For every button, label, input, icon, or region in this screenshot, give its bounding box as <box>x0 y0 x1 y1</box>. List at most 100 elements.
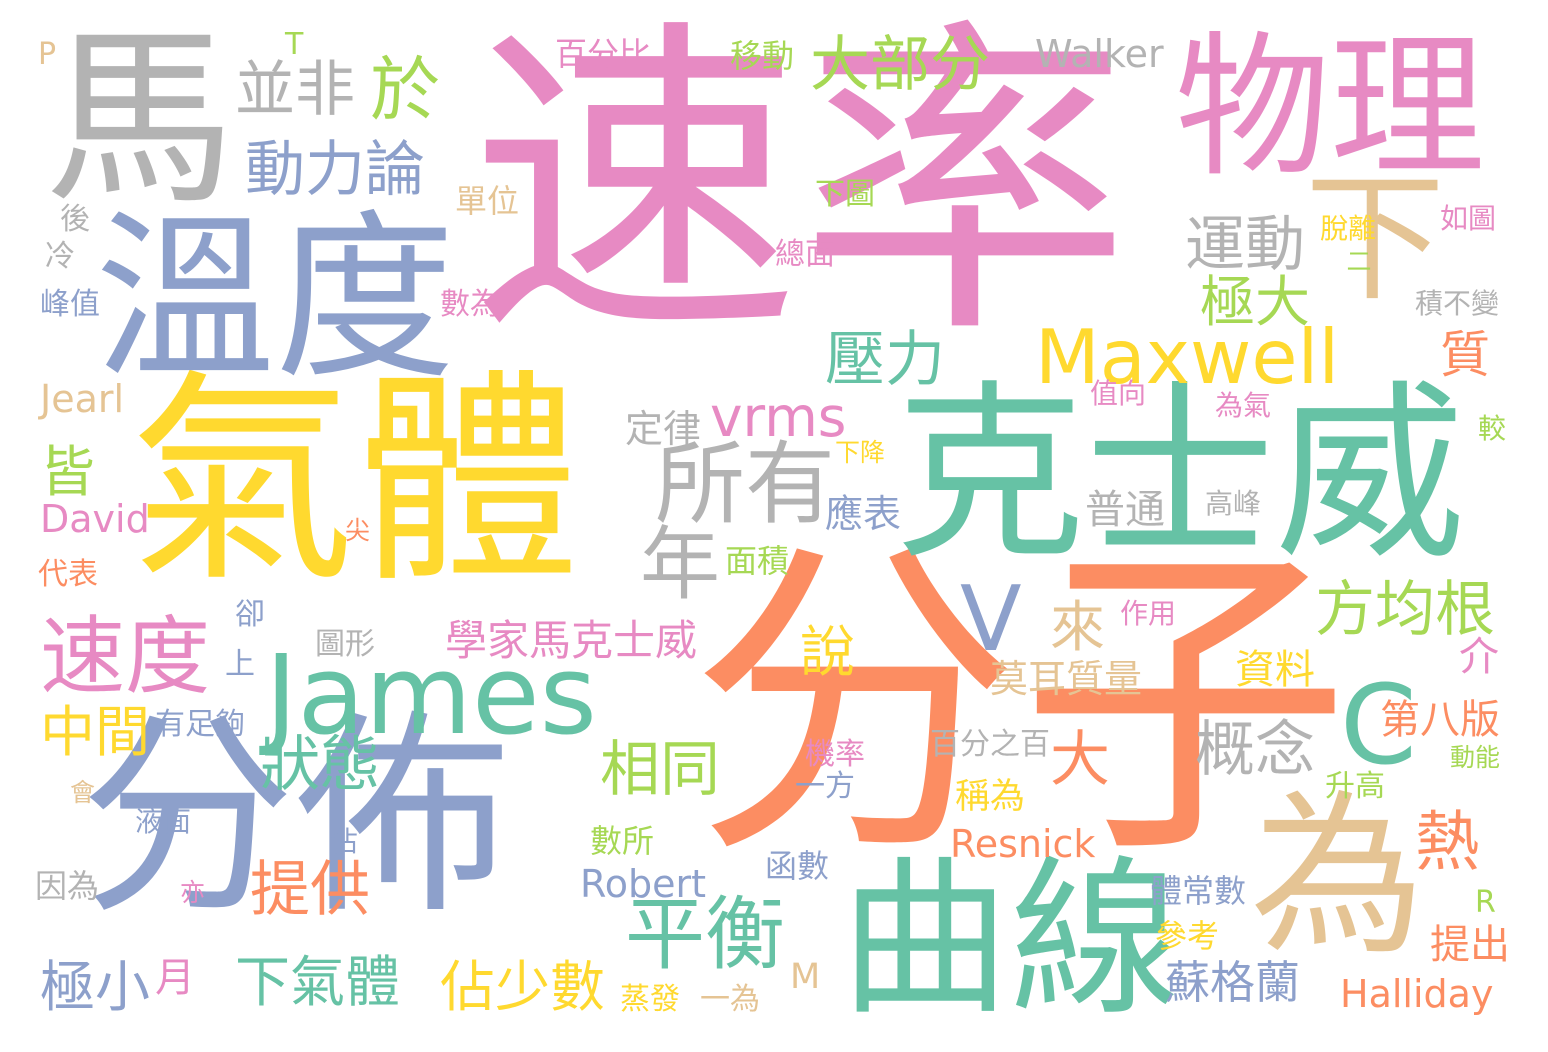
word: 介 <box>1452 635 1498 675</box>
word: 下氣體 <box>235 950 401 1014</box>
word: 後 <box>60 202 90 237</box>
word: 冷 <box>45 239 75 274</box>
word: 因為 <box>35 867 100 905</box>
word: 莫耳質量 <box>990 657 1143 701</box>
word: 一為 <box>700 982 760 1017</box>
word: 上 <box>225 647 255 682</box>
word: 蘇格蘭 <box>1165 956 1301 1009</box>
word: 下圖 <box>815 177 875 212</box>
word: 並非 <box>235 55 355 125</box>
word: 高峰 <box>1205 487 1262 520</box>
word: 大 <box>1050 725 1110 795</box>
word: 圖形 <box>315 627 375 662</box>
word: 代表 <box>38 557 98 592</box>
word: 極小 <box>40 955 151 1019</box>
word: 極大 <box>1200 270 1311 334</box>
word: 作用 <box>1120 597 1177 630</box>
word: James <box>265 631 597 759</box>
word: 峰值 <box>40 287 100 322</box>
word: 曲線 <box>840 841 1181 1039</box>
word: 分子 <box>690 513 1350 897</box>
word: 會 <box>70 778 96 807</box>
word: 有足夠 <box>155 707 245 742</box>
word: 積不變 <box>1415 287 1500 320</box>
word: 值向 <box>1090 377 1147 410</box>
word: R <box>1475 885 1496 920</box>
word: 說 <box>800 620 856 684</box>
word: 液面 <box>135 805 192 838</box>
word: V <box>960 567 1022 672</box>
word: vrms <box>710 385 847 449</box>
word: 如圖 <box>1440 202 1497 235</box>
word: 熱 <box>1415 805 1481 880</box>
word: 百分之百 <box>930 727 1050 762</box>
word: 應表 <box>825 492 902 536</box>
word: 卻 <box>235 597 265 632</box>
word: Maxwell <box>1035 313 1340 401</box>
word: 一方 <box>795 769 855 804</box>
word: 脫離 <box>1320 212 1377 245</box>
word: Halliday <box>1340 972 1494 1016</box>
word: 來 <box>1050 595 1106 659</box>
word: 質 <box>1440 326 1490 384</box>
word: 佔少數 <box>440 955 606 1019</box>
word: 月 <box>155 955 195 1001</box>
word: 馬 <box>45 9 236 230</box>
word: 較 <box>1478 412 1507 445</box>
word: 學家馬克士威 <box>445 616 698 665</box>
word: David <box>40 497 150 541</box>
word: 下降 <box>835 438 886 467</box>
word: 面積 <box>725 542 790 580</box>
word: 動力論 <box>245 135 425 205</box>
word: 參考 <box>1155 917 1220 955</box>
word: C <box>1340 661 1417 789</box>
word: 亦 <box>180 878 206 907</box>
word: 速率 <box>470 0 1130 377</box>
word: 物理 <box>1175 17 1485 198</box>
word: 普通 <box>1085 487 1165 533</box>
word: 定律 <box>625 407 702 451</box>
word: 克士威 <box>895 364 1466 585</box>
word: 體常數 <box>1150 872 1247 910</box>
word: 單位 <box>455 182 520 220</box>
word: Resnick <box>950 822 1096 866</box>
word: Robert <box>580 862 706 906</box>
word: 於 <box>370 49 440 131</box>
word: 佔 <box>330 825 359 858</box>
word: 下 <box>1305 158 1446 321</box>
word: 狀態 <box>260 730 380 800</box>
word: 函數 <box>765 847 830 885</box>
word: 為 <box>1250 776 1425 979</box>
word: Walker <box>1035 32 1164 76</box>
word: 稱為 <box>955 777 1026 817</box>
word: 移動 <box>730 37 795 75</box>
word: 為氣 <box>1215 389 1272 422</box>
word: 年 <box>640 518 720 611</box>
word: 升高 <box>1325 769 1385 804</box>
word: 所有 <box>655 432 835 537</box>
word: 動能 <box>1450 743 1501 772</box>
word: 二 <box>1343 248 1372 273</box>
word: 概念 <box>1195 715 1315 785</box>
word: 平衡 <box>625 888 785 981</box>
word: 速度 <box>40 608 211 707</box>
word: 數所 <box>590 822 655 860</box>
word: 溫度 <box>95 195 456 404</box>
word: 大部分 <box>810 30 990 100</box>
word: 總面 <box>775 237 835 272</box>
word: 機率 <box>805 737 865 772</box>
word: 尖 <box>345 516 371 545</box>
word: 分佈 <box>80 692 510 943</box>
word: 相同 <box>600 735 720 805</box>
word: 皆 <box>40 440 96 504</box>
word: T <box>285 27 304 62</box>
word: Jearl <box>40 377 125 421</box>
word: 運動 <box>1185 210 1305 280</box>
word: 資料 <box>1235 647 1315 693</box>
word: 提出 <box>1430 922 1510 968</box>
word: 第八版 <box>1380 697 1500 743</box>
word: 氣體 <box>130 351 580 613</box>
word: 中間 <box>40 700 151 764</box>
word: 百分比 <box>555 35 652 73</box>
